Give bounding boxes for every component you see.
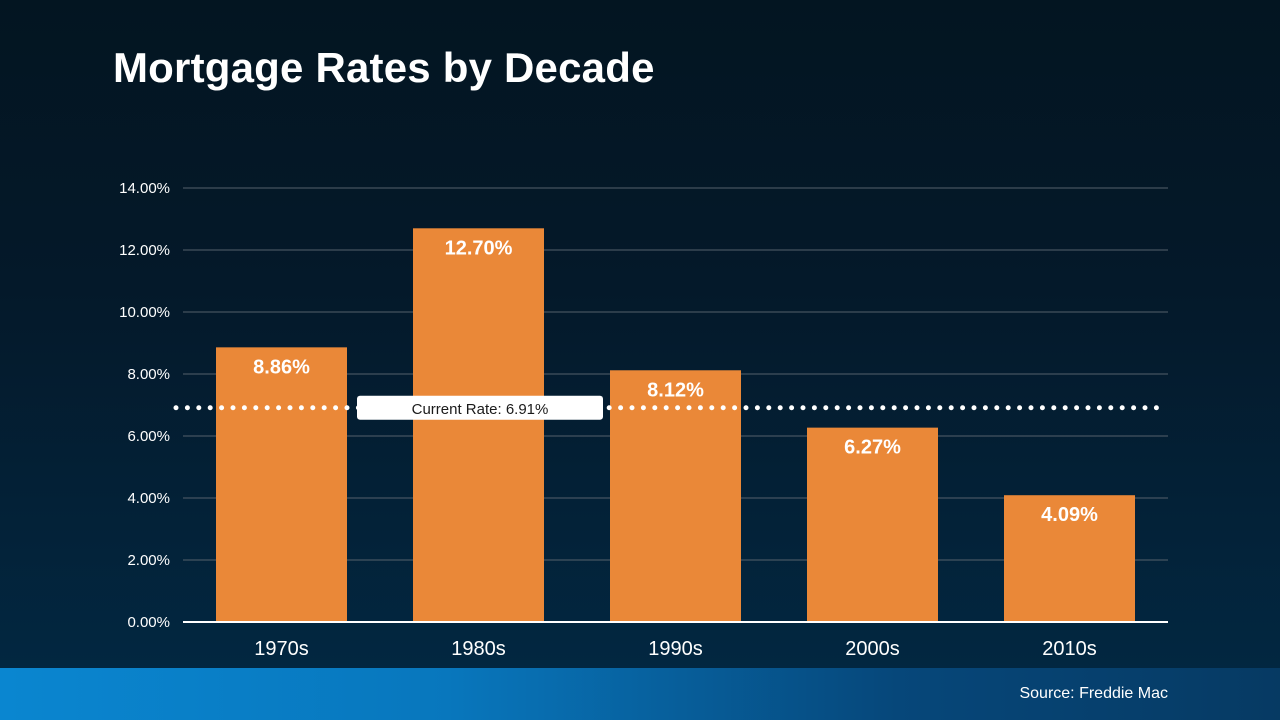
x-category-label: 1980s: [451, 638, 506, 660]
source-text: Source: Freddie Mac: [1019, 685, 1168, 702]
footer-bar: Source: Freddie Mac: [0, 668, 1280, 720]
current-rate-label-box: [357, 395, 603, 420]
y-tick-label: 10.00%: [119, 304, 170, 321]
bar-value-label: 12.70%: [445, 237, 513, 259]
y-tick-label: 0.00%: [127, 614, 170, 631]
bar: [216, 347, 347, 622]
y-tick-label: 2.00%: [127, 552, 170, 569]
y-tick-label: 14.00%: [119, 180, 170, 197]
bar-value-label: 8.12%: [647, 379, 704, 401]
x-category-label: 2010s: [1042, 638, 1097, 660]
bar: [413, 228, 544, 623]
x-category-label: 1990s: [648, 638, 703, 660]
current-rate-label: Current Rate: 6.91%: [412, 401, 549, 418]
y-tick-label: 4.00%: [127, 490, 170, 507]
chart-title: Mortgage Rates by Decade: [113, 44, 655, 91]
y-tick-label: 6.00%: [127, 428, 170, 445]
y-tick-label: 8.00%: [127, 366, 170, 383]
bar: [1004, 495, 1135, 622]
x-category-label: 1970s: [254, 638, 309, 660]
bar-value-label: 8.86%: [253, 356, 310, 378]
x-category-label: 2000s: [845, 638, 900, 660]
bar-value-label: 6.27%: [844, 437, 901, 459]
y-tick-label: 12.00%: [119, 242, 170, 259]
bar-value-label: 4.09%: [1041, 504, 1098, 526]
bar-chart: 0.00% 2.00% 4.00% 6.00% 8.00% 10.00% 12.00% 14.…: [119, 180, 1168, 660]
bar: [807, 427, 938, 622]
bar: [610, 370, 741, 622]
